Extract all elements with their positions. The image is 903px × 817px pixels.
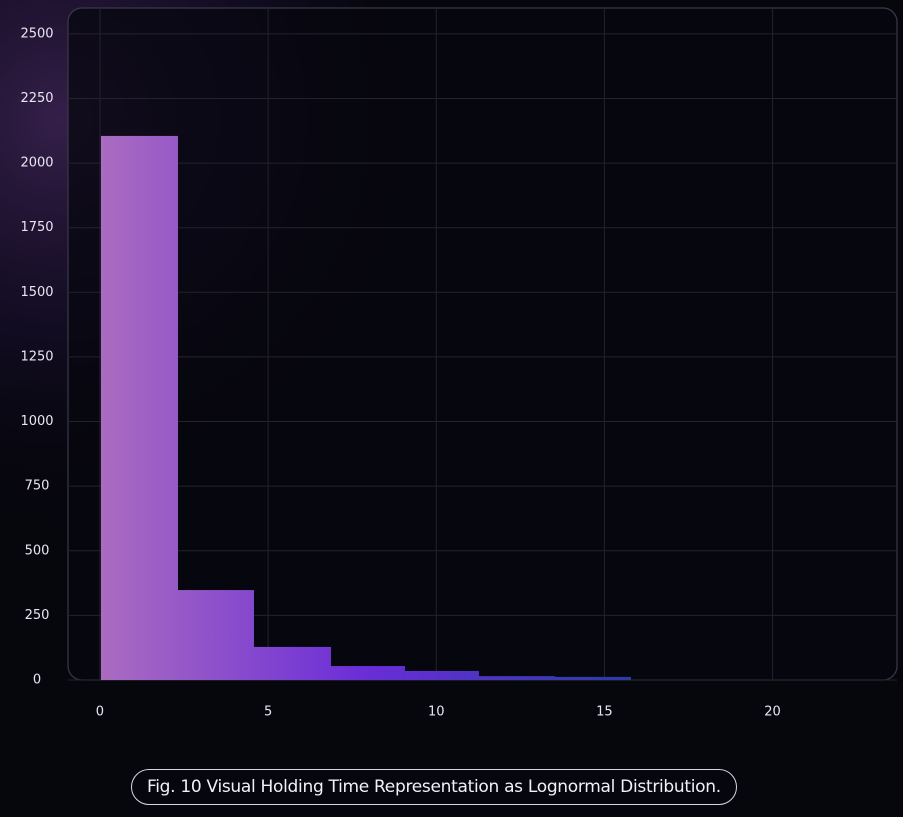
- y-tick-label: 1250: [20, 349, 53, 364]
- bar: [554, 676, 631, 680]
- x-tick-label: 20: [764, 705, 781, 720]
- y-tick-label: 500: [25, 543, 50, 558]
- labels: 0 250 500 750 1000 1250 1500 1750 2000 2250 2500 0 5…: [20, 26, 780, 719]
- bar: [478, 676, 555, 680]
- bar: [330, 666, 405, 680]
- y-tick-label: 0: [33, 673, 41, 688]
- grid: [68, 8, 897, 681]
- caption: Fig. 10 Visual Holding Time Representati…: [131, 769, 737, 805]
- bar: [177, 590, 254, 680]
- y-tick-label: 2000: [20, 156, 53, 171]
- y-tick-label: 1750: [20, 220, 53, 235]
- y-tick-label: 750: [25, 479, 50, 494]
- x-tick-label: 10: [428, 705, 445, 720]
- y-tick-label: 1500: [20, 285, 53, 300]
- x-tick-label: 0: [96, 705, 104, 720]
- bars: [100, 135, 631, 680]
- x-tick-label: 15: [596, 705, 613, 720]
- y-tick-label: 2500: [20, 26, 53, 41]
- bar: [100, 135, 178, 680]
- y-tick-label: 1000: [20, 414, 53, 429]
- y-tick-label: 250: [25, 608, 50, 623]
- bar: [404, 670, 479, 680]
- bar: [253, 646, 331, 680]
- x-tick-label: 5: [264, 705, 272, 720]
- y-tick-label: 2250: [20, 91, 53, 106]
